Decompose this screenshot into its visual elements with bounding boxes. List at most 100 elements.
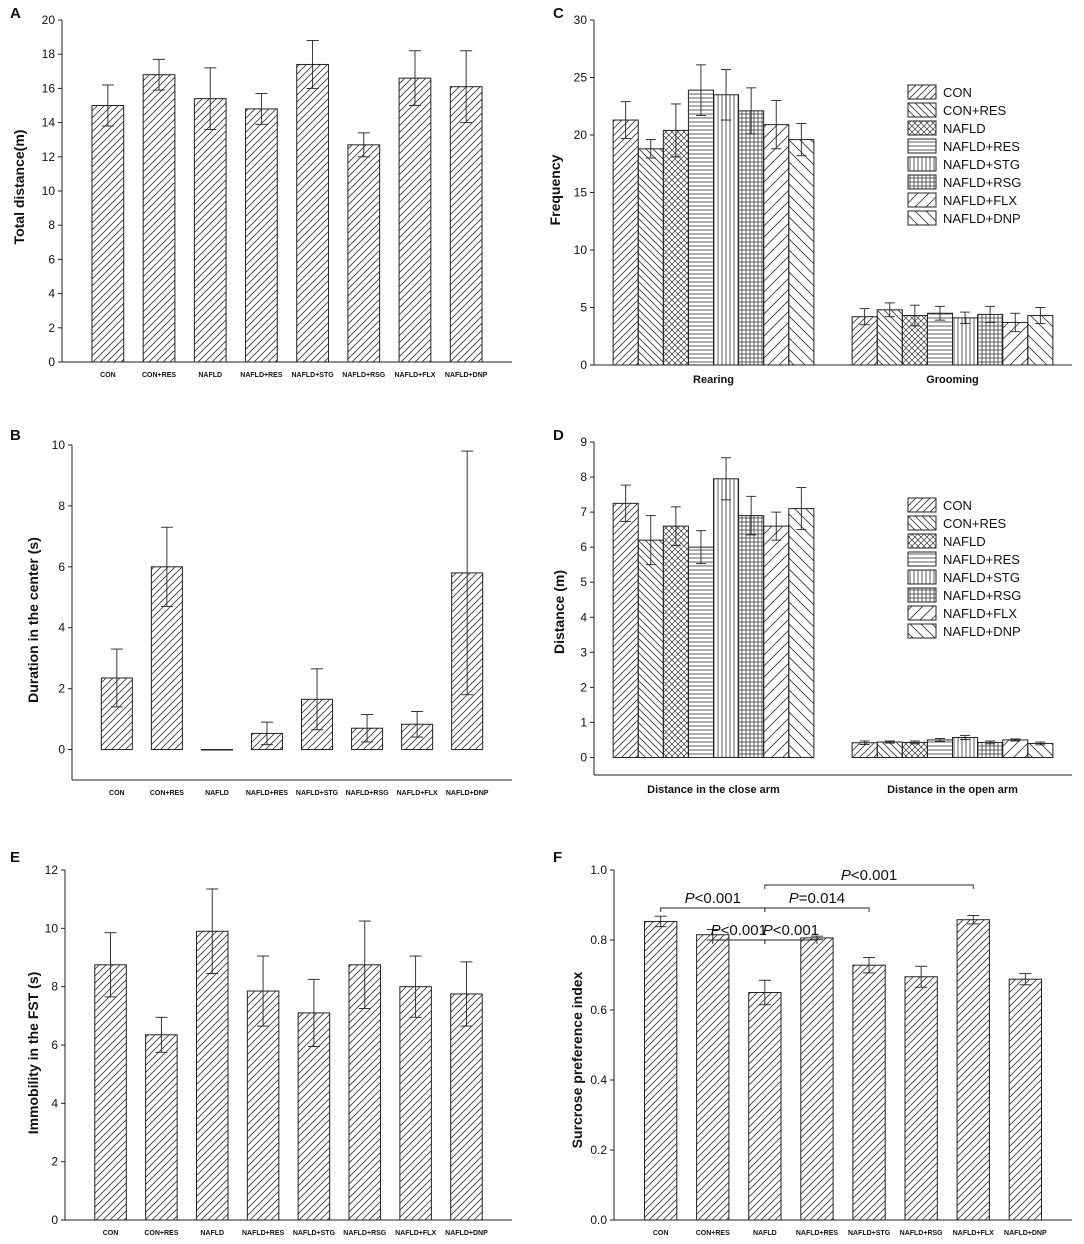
x-tick-label: CON (100, 372, 116, 379)
x-tick-labels-B: CON CON+RES NAFLD NAFLD+RES NAFLD+STG NA… (109, 790, 489, 797)
bar (195, 930, 229, 1221)
y-tick-label: 9 (580, 435, 587, 449)
plot-area-A: 0 2 4 6 8 10 12 14 16 18 20 (42, 13, 512, 369)
legend-entry: NAFLD+DNP (943, 624, 1021, 639)
x-tick-label: NAFLD+RES (796, 1230, 839, 1237)
plot-area-C: 0 5 10 15 20 25 30 (574, 13, 1072, 372)
y-tick-label: 0 (580, 358, 587, 372)
panel-label-A: A (10, 5, 21, 22)
y-tick-label: 10 (52, 438, 66, 452)
y-tick-label: 0.6 (590, 1003, 607, 1017)
x-tick-label: NAFLD+RES (240, 372, 283, 379)
y-axis-label-C: Frequency (547, 154, 563, 225)
y-tick-label: 6 (58, 560, 65, 574)
x-tick-label: CON+RES (142, 372, 176, 379)
y-tick-label: 6 (48, 252, 55, 266)
bar (399, 986, 432, 1221)
panel-F: F Surcrose preference index 0.0 0.2 0.4 0.6… (553, 849, 1072, 1237)
bar (800, 937, 834, 1221)
bar (696, 934, 730, 1221)
legend-swatch (907, 533, 937, 549)
panel-C: C Frequency 0 5 10 15 20 25 30 Rearing Groomin… (547, 5, 1072, 386)
x-tick-label: NAFLD (198, 372, 222, 379)
legend-entry: NAFLD+STG (943, 157, 1020, 172)
legend-entry: CON (943, 498, 972, 513)
significance-bracket (764, 907, 870, 912)
y-tick-label: 8 (580, 470, 587, 484)
legend-entry: NAFLD (943, 121, 986, 136)
bar (926, 739, 954, 758)
bar (245, 108, 278, 363)
legend-entry: NAFLD+RSG (943, 175, 1021, 190)
x-group-label: Grooming (926, 374, 979, 386)
legend-entry: NAFLD+DNP (943, 211, 1021, 226)
bar (1027, 742, 1054, 758)
plot-area-F: 0.0 0.2 0.4 0.6 0.8 1.0 (590, 863, 1072, 1227)
bar (1027, 315, 1054, 366)
panel-E: E Immobility in the FST (s) 0 2 4 6 8 10 12 CO… (10, 849, 512, 1237)
legend-swatch (907, 623, 937, 639)
bar (952, 736, 979, 758)
y-tick-label: 5 (580, 301, 587, 315)
x-tick-label: NAFLD+RES (242, 1230, 285, 1237)
y-tick-label: 2 (58, 682, 65, 696)
y-tick-label: 20 (42, 13, 56, 27)
bar (876, 741, 903, 758)
bar (449, 86, 483, 363)
bar (738, 515, 765, 758)
legend-swatch (907, 605, 937, 621)
x-tick-labels-A: CON CON+RES NAFLD NAFLD+RES NAFLD+STG NA… (100, 372, 488, 379)
bar (713, 94, 740, 366)
bar (450, 993, 483, 1221)
x-tick-label: CON+RES (150, 790, 184, 797)
legend-entry: NAFLD+STG (943, 570, 1020, 585)
panel-D: D Distance (m) 0 1 2 3 4 5 6 7 8 9 Distance in th… (551, 427, 1072, 796)
bar (926, 312, 954, 366)
y-tick-label: 10 (45, 921, 59, 935)
x-tick-labels-E: CON CON+RES NAFLD NAFLD+RES NAFLD+STG NA… (103, 1230, 488, 1237)
x-tick-label: NAFLD+FLX (395, 1230, 436, 1237)
y-tick-label: 6 (51, 1038, 58, 1052)
bar (91, 105, 125, 363)
x-tick-label: NAFLD+FLX (397, 790, 438, 797)
legend-C: CON CON+RES NAFLD NAFLD+RES NAFLD+STG NA… (943, 85, 1021, 226)
y-tick-label: 16 (42, 81, 56, 95)
bar (398, 77, 432, 363)
bar (612, 502, 639, 758)
y-tick-label: 12 (45, 863, 59, 877)
x-tick-label: NAFLD+STG (293, 1230, 336, 1237)
bar (763, 124, 790, 366)
y-tick-label: 4 (51, 1096, 58, 1110)
legend-entry: CON+RES (943, 103, 1007, 118)
x-tick-label: NAFLD+RSG (346, 790, 390, 797)
y-tick-label: 6 (580, 540, 587, 554)
bar (1008, 978, 1042, 1221)
bar (142, 74, 176, 363)
x-tick-label: NAFLD (753, 1230, 777, 1237)
bar (713, 478, 740, 758)
panel-label-C: C (553, 5, 564, 22)
y-tick-label: 4 (58, 621, 65, 635)
panel-label-D: D (553, 427, 564, 444)
legend-entry: CON+RES (943, 516, 1007, 531)
x-tick-label: CON+RES (144, 1230, 178, 1237)
bar (296, 63, 329, 363)
x-tick-label: NAFLD+RES (246, 790, 289, 797)
bar (662, 129, 689, 366)
x-tick-label: CON (109, 790, 125, 797)
p-value-annotation: P<0.001 (685, 890, 741, 907)
x-group-label: Rearing (693, 374, 734, 386)
panel-B: B Duration in the center (s) 0 2 4 6 8 10 CON… (10, 427, 512, 797)
bar (956, 919, 990, 1221)
y-tick-label: 2 (48, 321, 55, 335)
bar (637, 539, 664, 758)
x-tick-label: NAFLD+DNP (1004, 1230, 1047, 1237)
y-axis-label-F: Surcrose preference index (569, 971, 585, 1148)
y-tick-label: 0.8 (590, 933, 607, 947)
legend-entry: NAFLD+RES (943, 139, 1020, 154)
bar (662, 525, 689, 758)
x-tick-label: CON (103, 1230, 119, 1237)
y-tick-label: 2 (580, 680, 587, 694)
x-tick-label: NAFLD (200, 1230, 224, 1237)
